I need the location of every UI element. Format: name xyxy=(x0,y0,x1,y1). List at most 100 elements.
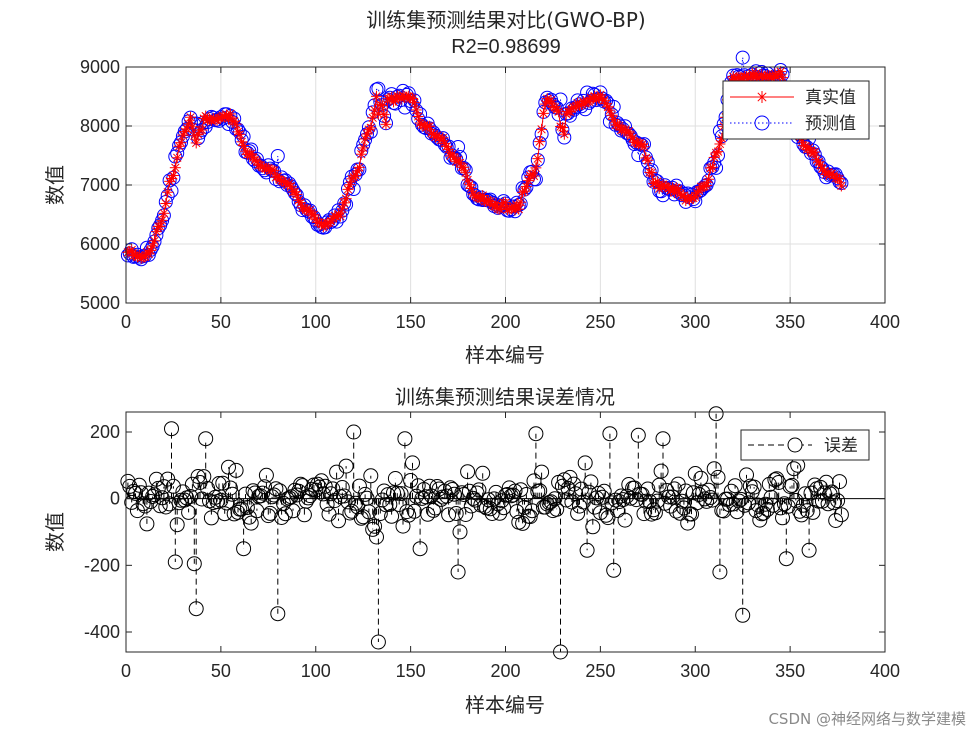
error-point xyxy=(746,479,762,495)
error-point xyxy=(215,475,231,491)
error-point xyxy=(313,473,329,489)
error-point xyxy=(759,501,775,517)
true-point xyxy=(555,121,567,133)
true-point xyxy=(374,98,386,110)
error-point xyxy=(833,507,849,523)
error-point xyxy=(475,465,491,481)
true-point xyxy=(361,128,373,140)
legend-marker-true xyxy=(756,91,768,103)
legend-marker-pred xyxy=(754,115,770,131)
error-point xyxy=(230,504,246,520)
error-point xyxy=(367,518,383,534)
error-point xyxy=(636,506,652,522)
error-point xyxy=(488,484,504,500)
y-tick-label: 9000 xyxy=(80,57,120,77)
true-point xyxy=(376,99,388,111)
error-point xyxy=(695,484,711,500)
error-point xyxy=(393,486,409,502)
error-point xyxy=(217,506,233,522)
error-point xyxy=(351,478,367,494)
error-point xyxy=(767,472,783,488)
error-point xyxy=(270,606,286,622)
error-point xyxy=(450,564,466,580)
true-point xyxy=(370,90,382,102)
pred-point xyxy=(177,124,192,139)
error-point xyxy=(369,529,384,545)
error-point xyxy=(701,482,716,498)
error-point xyxy=(446,486,462,502)
error-point xyxy=(794,507,809,523)
error-point xyxy=(389,485,405,501)
true-point xyxy=(228,115,240,127)
error-point xyxy=(302,488,318,504)
true-point xyxy=(355,148,367,160)
error-point xyxy=(706,461,722,477)
error-point xyxy=(319,496,335,512)
error-point xyxy=(243,515,259,531)
error-point xyxy=(131,477,147,493)
top-xlabel: 样本编号 xyxy=(465,343,545,367)
error-point xyxy=(460,464,476,480)
error-point xyxy=(537,499,553,515)
error-point xyxy=(221,459,236,475)
true-point xyxy=(156,214,168,226)
error-point xyxy=(327,493,343,509)
error-point xyxy=(241,509,257,525)
error-point xyxy=(731,493,747,509)
error-point xyxy=(647,505,663,521)
error-point xyxy=(353,510,369,526)
true-point xyxy=(342,183,354,195)
error-point xyxy=(547,491,563,507)
error-point xyxy=(405,455,420,471)
true-point xyxy=(357,142,369,154)
error-point xyxy=(763,489,779,505)
error-point xyxy=(591,485,606,501)
true-point xyxy=(465,182,477,194)
top-title: 训练集预测结果对比(GWO-BP) xyxy=(366,8,645,32)
bottom-ticks: 0 50 100 150 200 250 300 350 400 -400 -200 0 200 xyxy=(84,412,900,681)
error-point xyxy=(300,490,316,506)
error-point xyxy=(784,477,800,493)
error-point xyxy=(139,516,155,532)
true-point xyxy=(169,162,181,174)
error-point xyxy=(816,485,832,501)
error-point xyxy=(329,464,345,480)
true-point xyxy=(175,137,187,149)
error-point xyxy=(255,485,271,501)
error-point xyxy=(674,493,690,509)
true-point xyxy=(186,121,198,133)
error-point xyxy=(167,554,183,570)
top-legend: 真实值 预测值 xyxy=(722,80,870,140)
pred-point xyxy=(162,173,177,188)
error-point xyxy=(735,607,751,623)
error-point xyxy=(776,496,792,512)
error-point xyxy=(126,483,142,499)
error-point xyxy=(380,487,396,503)
bottom-axes: 训练集预测结果误差情况 0 50 100 150 200 250 300 350 400 -400… xyxy=(43,385,900,717)
error-point xyxy=(486,491,502,507)
error-point xyxy=(277,506,293,522)
true-point xyxy=(160,197,172,209)
true-point xyxy=(439,137,451,149)
error-point xyxy=(826,495,842,511)
error-point xyxy=(355,509,371,525)
error-point xyxy=(346,424,362,440)
true-point xyxy=(513,203,525,215)
watermark: CSDN @神经网络与数学建模 xyxy=(768,710,966,728)
error-point xyxy=(765,497,781,513)
error-point xyxy=(720,491,735,507)
x-tick-label: 100 xyxy=(301,661,331,681)
error-point xyxy=(384,508,400,524)
x-tick-label: 200 xyxy=(490,661,520,681)
true-point xyxy=(528,170,540,182)
y-tick-label: 6000 xyxy=(80,234,120,254)
true-point xyxy=(196,124,208,136)
error-point xyxy=(596,483,612,499)
error-point xyxy=(245,483,261,499)
error-point xyxy=(739,467,754,483)
true-point xyxy=(190,137,202,149)
error-point xyxy=(543,494,559,510)
x-tick-label: 150 xyxy=(396,312,426,332)
error-point xyxy=(186,556,202,572)
true-point xyxy=(408,97,420,109)
